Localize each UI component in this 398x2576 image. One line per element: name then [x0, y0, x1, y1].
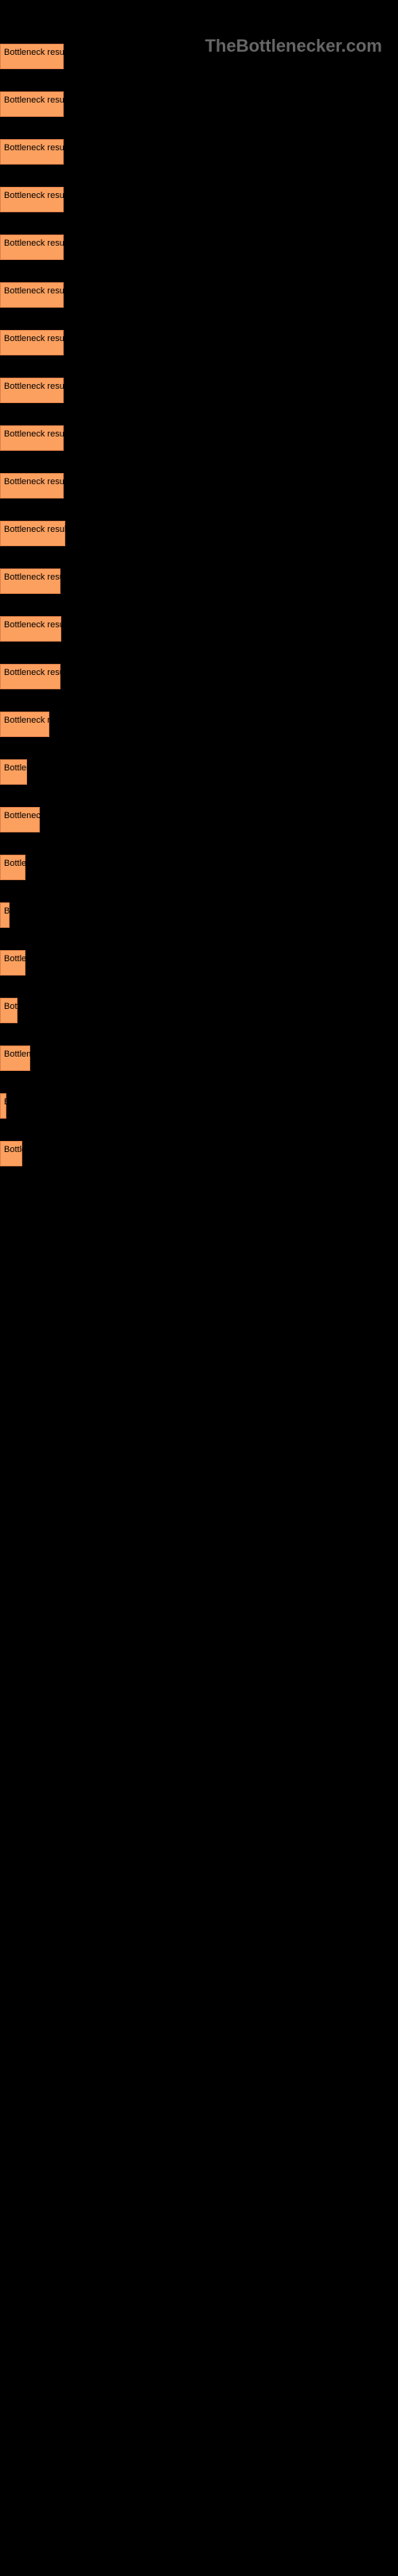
- bar-label: Bottleneck result: [4, 906, 68, 916]
- bar-label: Bottleneck result: [4, 954, 68, 964]
- bar-row: Bottleneck result: [0, 843, 398, 889]
- bar-label: Bottleneck result: [4, 620, 68, 630]
- bar-label: Bottleneck result: [4, 48, 68, 57]
- bar-row: Bottleneck result: [0, 747, 398, 793]
- bar-row: Bottleneck result: [0, 127, 398, 173]
- bar-label: Bottleneck result: [4, 286, 68, 296]
- bar-row: Bottleneck result: [0, 700, 398, 746]
- bar-row: Bottleneck result: [0, 223, 398, 269]
- bar-label: Bottleneck result: [4, 1097, 68, 1107]
- bar-label: Bottleneck result: [4, 572, 68, 582]
- bar-label: Bottleneck result: [4, 191, 68, 200]
- bar-label: Bottleneck result: [4, 143, 68, 153]
- bar-label: Bottleneck result: [4, 1145, 68, 1154]
- bar-label: Bottleneck result: [4, 1049, 68, 1059]
- bar-label: Bottleneck result: [4, 239, 68, 248]
- bar-label: Bottleneck result: [4, 95, 68, 105]
- bar-label: Bottleneck result: [4, 382, 68, 391]
- bar-label: Bottleneck result: [4, 477, 68, 487]
- bar-row: Bottleneck result: [0, 557, 398, 603]
- bar-label: Bottleneck result: [4, 668, 68, 677]
- bar-row: Bottleneck result: [0, 413, 398, 460]
- bar-label: Bottleneck result: [4, 1002, 68, 1011]
- bar-label: Bottleneck result: [4, 716, 68, 725]
- bar-label: Bottleneck result: [4, 525, 68, 534]
- bar-row: Bottleneck result: [0, 366, 398, 412]
- bar-row: Bottleneck result: [0, 986, 398, 1032]
- bar-row: Bottleneck result: [0, 652, 398, 698]
- bar-row: Bottleneck result: [0, 1081, 398, 1127]
- bar-row: Bottleneck result: [0, 80, 398, 126]
- bar-chart: Bottleneck result Bottleneck result Bottle…: [0, 32, 398, 1175]
- bar-label: Bottleneck result: [4, 334, 68, 343]
- bar-row: Bottleneck result: [0, 1129, 398, 1175]
- bar-row: Bottleneck result: [0, 890, 398, 937]
- bar-row: Bottleneck result: [0, 509, 398, 555]
- bar-row: Bottleneck result: [0, 461, 398, 507]
- bar-label: Bottleneck result: [4, 811, 68, 821]
- bar-row: Bottleneck result: [0, 795, 398, 841]
- bar-label: Bottleneck result: [4, 429, 68, 439]
- bar-row: Bottleneck result: [0, 938, 398, 984]
- bar-row: Bottleneck result: [0, 270, 398, 316]
- bar-label: Bottleneck result: [4, 859, 68, 868]
- bar-row: Bottleneck result: [0, 32, 398, 78]
- bar-row: Bottleneck result: [0, 175, 398, 221]
- bar-row: Bottleneck result: [0, 604, 398, 650]
- bar-row: Bottleneck result: [0, 318, 398, 364]
- bar-label: Bottleneck result: [4, 763, 68, 773]
- bar-row: Bottleneck result: [0, 1034, 398, 1080]
